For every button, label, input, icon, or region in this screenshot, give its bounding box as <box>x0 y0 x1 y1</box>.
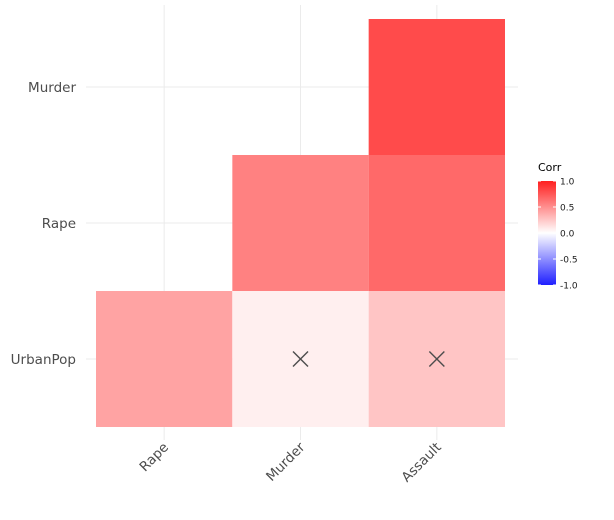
y-tick-label: Rape <box>42 216 76 232</box>
heatmap-cell-assault-rape <box>368 155 505 291</box>
x-tick-label: Murder <box>263 439 309 485</box>
x-axis-ticks: Rape Murder Assault <box>136 439 444 485</box>
x-icon-stroke <box>292 351 309 367</box>
y-tick-label: Murder <box>28 80 76 96</box>
x-icon-stroke <box>428 351 445 367</box>
y-tick-label: UrbanPop <box>11 352 76 368</box>
x-tick-label: Assault <box>399 440 445 486</box>
legend-tick-label: -0.5 <box>560 256 578 266</box>
heatmap-cell-murder-rape <box>232 155 369 291</box>
legend-tick-label: 0.5 <box>560 204 574 214</box>
x-tick-label: Rape <box>136 440 172 476</box>
x-icon <box>292 351 309 367</box>
color-legend: Corr 1.0 0.5 0.0 -0.5 -1.0 <box>538 161 578 292</box>
legend-colorbar <box>538 181 556 285</box>
heatmap-cell-rape-urbanpop <box>96 291 233 427</box>
heatmap-cell-assault-murder <box>368 19 505 155</box>
y-axis-ticks: UrbanPop Rape Murder <box>11 80 77 368</box>
insignificant-markers <box>292 351 445 367</box>
legend-tick-label: 0.0 <box>560 230 575 240</box>
legend-title: Corr <box>538 161 562 174</box>
x-icon <box>428 351 445 367</box>
legend-tick-label: 1.0 <box>560 178 575 188</box>
legend-tick-label: -1.0 <box>560 282 578 292</box>
